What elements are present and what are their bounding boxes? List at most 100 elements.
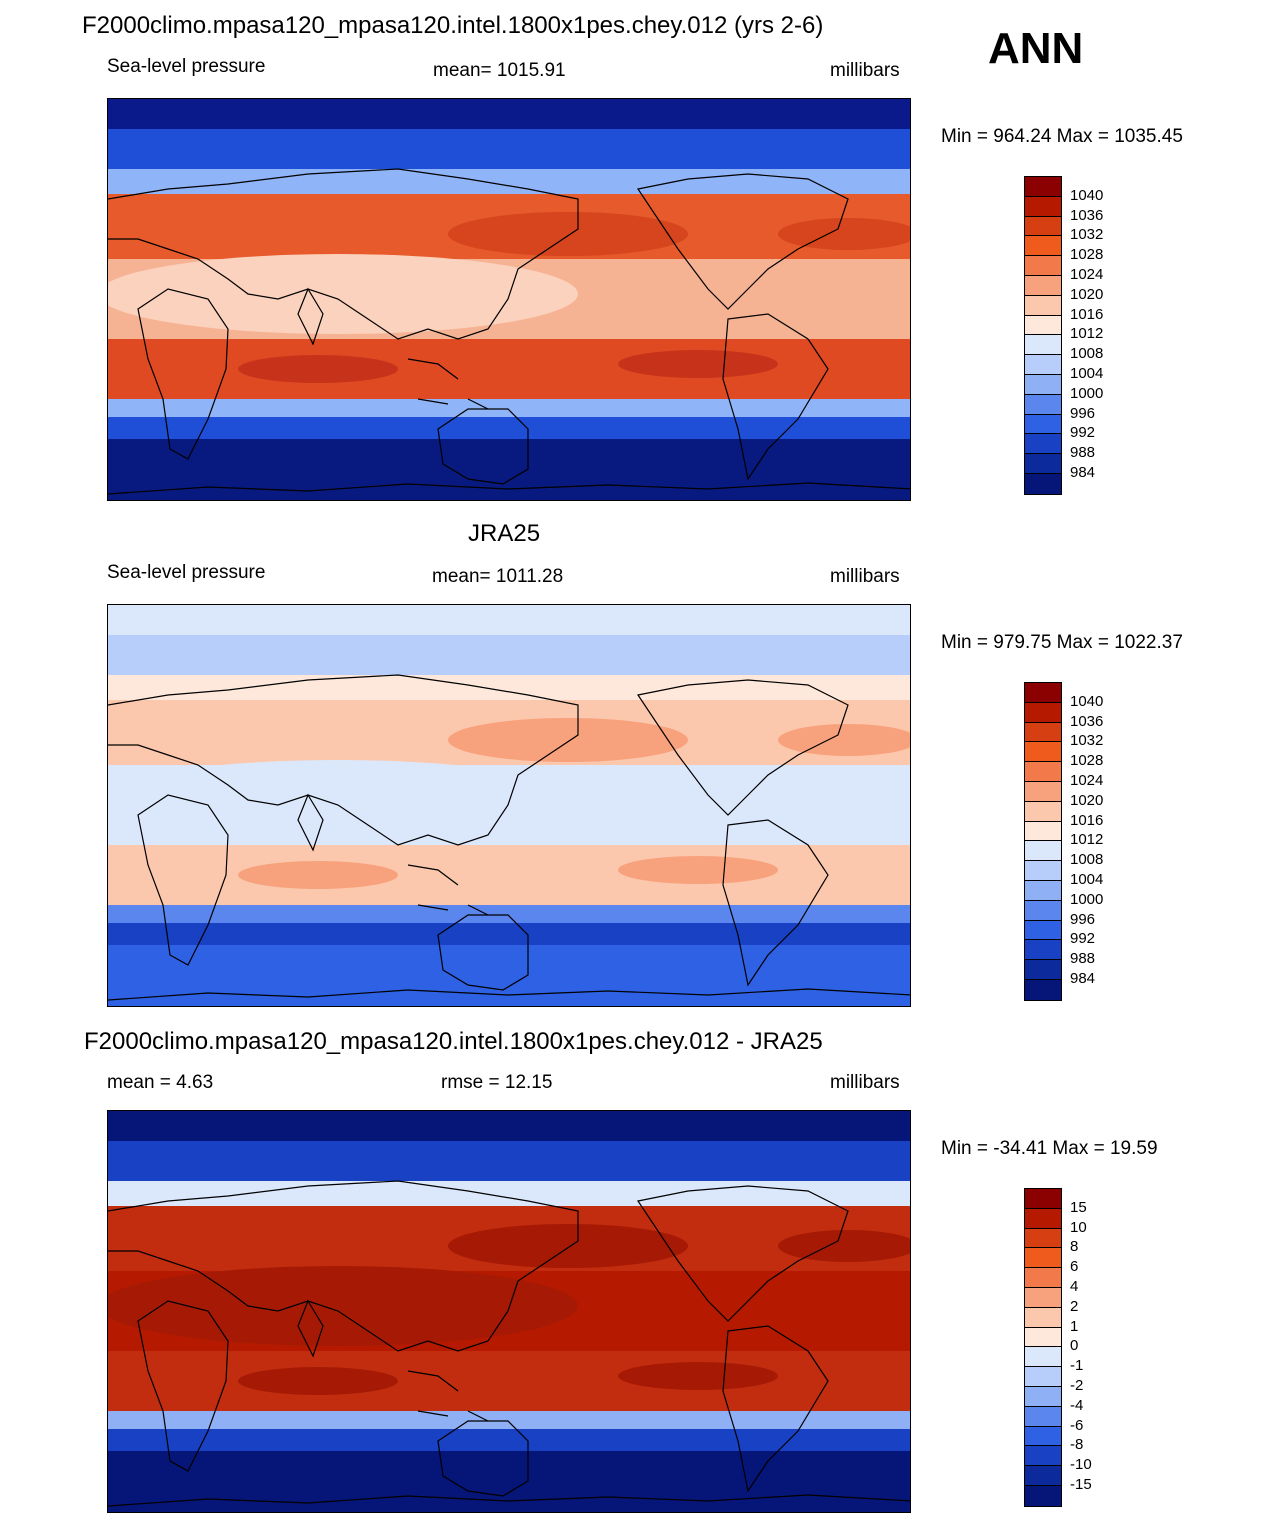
panel-2-map-field xyxy=(108,605,910,1006)
colorbar-swatch xyxy=(1025,1386,1061,1407)
panel-3-right-label: millibars xyxy=(830,1072,900,1093)
colorbar-tick-label: 15 xyxy=(1070,1198,1087,1216)
colorbar-swatch xyxy=(1025,781,1061,802)
panel-3-map xyxy=(107,1110,911,1513)
colorbar-swatch xyxy=(1025,355,1061,375)
colorbar-swatch xyxy=(1025,295,1061,316)
colorbar-tick-label: 984 xyxy=(1070,464,1096,481)
panel-1-title: F2000climo.mpasa120_mpasa120.intel.1800x… xyxy=(82,12,824,39)
colorbar-tick-label: 1020 xyxy=(1070,791,1104,809)
colorbar-tick-label: 0 xyxy=(1070,1337,1079,1355)
colorbar-swatch xyxy=(1025,821,1061,842)
panel-2-right-label: millibars xyxy=(830,566,900,587)
colorbar-swatch xyxy=(1025,454,1061,474)
colorbar-swatch xyxy=(1025,920,1061,941)
panel-2-center-label: mean= 1011.28 xyxy=(432,566,564,587)
colorbar-tick-label: 1008 xyxy=(1070,345,1104,363)
panel-1-left-label: Sea-level pressure xyxy=(107,56,266,77)
colorbar-swatch xyxy=(1025,1406,1061,1427)
colorbar-swatch xyxy=(1025,762,1061,782)
colorbar-tick-label: -6 xyxy=(1070,1416,1084,1434)
colorbar-swatch xyxy=(1025,683,1061,703)
colorbar-tick-label: 1000 xyxy=(1070,384,1104,402)
panel-3-title: F2000climo.mpasa120_mpasa120.intel.1800x… xyxy=(84,1028,823,1055)
colorbar-tick-label: 1032 xyxy=(1070,732,1104,750)
colorbar-tick-label: -10 xyxy=(1070,1456,1092,1474)
panel-1-colorbar xyxy=(1024,176,1062,495)
colorbar-tick-label: 996 xyxy=(1070,404,1096,422)
colorbar-tick-label: 1012 xyxy=(1070,325,1104,343)
colorbar-swatch xyxy=(1025,702,1061,723)
colorbar-swatch xyxy=(1025,861,1061,881)
colorbar-swatch xyxy=(1025,1327,1061,1348)
panel-3-colorbar xyxy=(1024,1188,1062,1507)
colorbar-tick-label: 2 xyxy=(1070,1297,1079,1315)
colorbar-swatch xyxy=(1025,1287,1061,1308)
panel-1-map xyxy=(107,98,911,501)
colorbar-tick-label: 1032 xyxy=(1070,226,1104,244)
panel-3-minmax: Min = -34.41 Max = 19.59 xyxy=(941,1138,1158,1159)
colorbar-swatch xyxy=(1025,275,1061,296)
colorbar-tick-label: 1040 xyxy=(1070,692,1104,710)
panel-1-center-label: mean= 1015.91 xyxy=(433,60,566,81)
colorbar-tick-label: 1016 xyxy=(1070,811,1104,829)
colorbar-tick-label: 992 xyxy=(1070,424,1096,442)
colorbar-swatch xyxy=(1025,940,1061,961)
colorbar-swatch xyxy=(1025,900,1061,921)
colorbar-swatch xyxy=(1025,1248,1061,1269)
colorbar-swatch xyxy=(1025,1347,1061,1368)
colorbar-tick-label: 1004 xyxy=(1070,871,1104,888)
colorbar-tick-label: 992 xyxy=(1070,930,1096,948)
panel-3-map-field xyxy=(108,1111,910,1512)
colorbar-swatch xyxy=(1025,414,1061,435)
colorbar-tick-label: 1012 xyxy=(1070,831,1104,849)
season-label: ANN xyxy=(988,24,1084,73)
colorbar-tick-label: 1040 xyxy=(1070,186,1104,204)
colorbar-tick-label: 1024 xyxy=(1070,772,1104,789)
colorbar-swatch xyxy=(1025,177,1061,197)
colorbar-tick-label: 1 xyxy=(1070,1317,1079,1335)
colorbar-swatch xyxy=(1025,1228,1061,1249)
colorbar-tick-label: 988 xyxy=(1070,444,1096,462)
colorbar-tick-label: -1 xyxy=(1070,1357,1084,1375)
colorbar-swatch xyxy=(1025,1446,1061,1467)
colorbar-tick-label: 1028 xyxy=(1070,752,1104,770)
panel-2-map xyxy=(107,604,911,1007)
colorbar-tick-label: 1004 xyxy=(1070,365,1104,382)
colorbar-swatch xyxy=(1025,1208,1061,1229)
panel-3-center-label: rmse = 12.15 xyxy=(441,1072,553,1093)
colorbar-swatch xyxy=(1025,979,1061,1000)
colorbar-tick-label: 1000 xyxy=(1070,890,1104,908)
colorbar-swatch xyxy=(1025,1466,1061,1486)
colorbar-tick-label: 4 xyxy=(1070,1278,1079,1295)
colorbar-swatch xyxy=(1025,801,1061,822)
colorbar-swatch xyxy=(1025,1367,1061,1387)
colorbar-tick-label: 1036 xyxy=(1070,712,1104,730)
colorbar-tick-label: 996 xyxy=(1070,910,1096,928)
panel-1-map-field xyxy=(108,99,910,500)
colorbar-tick-label: -4 xyxy=(1070,1396,1084,1414)
colorbar-swatch xyxy=(1025,1485,1061,1506)
colorbar-tick-label: -8 xyxy=(1070,1436,1084,1454)
panel-2-colorbar xyxy=(1024,682,1062,1001)
colorbar-swatch xyxy=(1025,196,1061,217)
colorbar-swatch xyxy=(1025,1189,1061,1209)
colorbar-swatch xyxy=(1025,374,1061,395)
panel-2-minmax: Min = 979.75 Max = 1022.37 xyxy=(941,632,1183,653)
colorbar-tick-label: 1028 xyxy=(1070,246,1104,264)
colorbar-swatch xyxy=(1025,1307,1061,1328)
colorbar-swatch xyxy=(1025,880,1061,901)
colorbar-tick-label: 1020 xyxy=(1070,285,1104,303)
colorbar-swatch xyxy=(1025,960,1061,980)
colorbar-tick-label: 984 xyxy=(1070,970,1096,987)
colorbar-swatch xyxy=(1025,1426,1061,1447)
panel-1-right-label: millibars xyxy=(830,60,900,81)
panel-2-left-label: Sea-level pressure xyxy=(107,562,266,583)
colorbar-swatch xyxy=(1025,394,1061,415)
colorbar-swatch xyxy=(1025,473,1061,494)
colorbar-tick-label: -2 xyxy=(1070,1377,1084,1394)
colorbar-tick-label: 1036 xyxy=(1070,206,1104,224)
colorbar-tick-label: 8 xyxy=(1070,1238,1079,1256)
colorbar-swatch xyxy=(1025,722,1061,743)
colorbar-swatch xyxy=(1025,236,1061,257)
